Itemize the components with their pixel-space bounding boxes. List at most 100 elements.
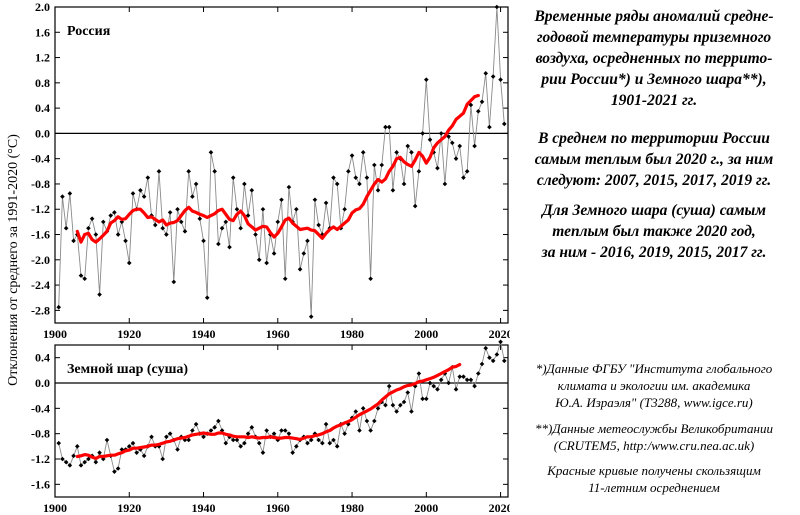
panel-title: Россия bbox=[67, 24, 111, 39]
smoothed-line bbox=[75, 363, 462, 460]
y-tick-label: 0.4 bbox=[35, 101, 50, 115]
annual-point-2006 bbox=[446, 380, 451, 386]
annual-point-1976 bbox=[334, 181, 340, 187]
annual-point-1995 bbox=[405, 143, 411, 149]
annual-point-1967 bbox=[301, 251, 307, 256]
x-tick-label: 1900 bbox=[43, 327, 67, 341]
annual-point-1962 bbox=[282, 276, 288, 282]
annual-point-1914 bbox=[104, 437, 110, 443]
annual-point-1955 bbox=[256, 257, 262, 263]
annual-point-2019 bbox=[494, 4, 500, 10]
annual-point-1971 bbox=[316, 437, 321, 443]
annual-point-1931 bbox=[167, 431, 173, 436]
annual-point-1911 bbox=[93, 232, 99, 237]
annual-point-1919 bbox=[123, 238, 128, 244]
annual-point-1973 bbox=[323, 421, 329, 427]
annual-point-1950 bbox=[238, 444, 243, 449]
annual-point-1904 bbox=[67, 191, 73, 196]
annual-point-1920 bbox=[126, 260, 132, 266]
x-tick-label: 2020 bbox=[489, 501, 510, 515]
annual-point-1995 bbox=[405, 390, 411, 395]
annual-point-2020 bbox=[498, 339, 503, 345]
annual-point-2018 bbox=[490, 74, 496, 79]
y-tick-label: 0.0 bbox=[35, 376, 50, 390]
annual-point-1953 bbox=[249, 187, 255, 193]
annual-point-1907 bbox=[78, 273, 84, 278]
annual-point-1975 bbox=[331, 437, 336, 443]
annual-point-1927 bbox=[152, 222, 158, 228]
annual-point-1928 bbox=[156, 444, 162, 449]
y-tick-label: -2.0 bbox=[31, 253, 50, 267]
footnote-cru: **)Данные метеослужбы Великобритании (CR… bbox=[535, 421, 773, 453]
annual-point-2015 bbox=[479, 99, 485, 105]
annual-point-1990 bbox=[386, 383, 392, 389]
annual-point-1956 bbox=[260, 206, 266, 212]
smoothed-line bbox=[75, 93, 480, 244]
annual-point-1904 bbox=[67, 463, 73, 468]
annual-point-1903 bbox=[63, 459, 69, 465]
annual-point-1959 bbox=[271, 251, 277, 256]
annual-point-1990 bbox=[386, 124, 392, 130]
annual-point-2018 bbox=[490, 358, 496, 364]
annual-point-1902 bbox=[60, 194, 65, 199]
annual-point-2002 bbox=[431, 383, 437, 389]
annual-point-1944 bbox=[216, 241, 221, 247]
annual-point-1930 bbox=[164, 232, 169, 237]
x-tick-label: 1960 bbox=[266, 327, 290, 341]
annual-point-1906 bbox=[74, 444, 80, 449]
x-tick-label: 1940 bbox=[192, 501, 216, 515]
x-tick-label: 1960 bbox=[266, 501, 290, 515]
y-tick-label: -1.6 bbox=[31, 228, 50, 242]
y-tick-label: 0.8 bbox=[35, 76, 50, 90]
annual-point-2016 bbox=[483, 345, 489, 351]
x-tick-label: 1980 bbox=[340, 327, 364, 341]
annual-point-1938 bbox=[193, 421, 199, 427]
annual-line bbox=[58, 6, 505, 317]
annual-point-1947 bbox=[227, 244, 232, 250]
y-tick-label: -0.8 bbox=[31, 427, 50, 441]
annual-point-1981 bbox=[353, 175, 359, 180]
annual-point-1908 bbox=[82, 459, 88, 465]
y-tick-label: -1.2 bbox=[31, 452, 50, 466]
annual-point-2019 bbox=[494, 352, 500, 357]
annual-point-1996 bbox=[409, 409, 414, 414]
annual-point-1912 bbox=[97, 450, 102, 455]
annual-point-1909 bbox=[86, 456, 91, 462]
annual-point-1994 bbox=[401, 399, 407, 405]
annual-point-1975 bbox=[331, 175, 336, 180]
annual-point-1979 bbox=[346, 169, 351, 174]
annual-point-1951 bbox=[242, 440, 247, 446]
annual-point-1911 bbox=[93, 459, 99, 465]
annual-point-2005 bbox=[442, 181, 448, 187]
annual-point-1905 bbox=[71, 453, 76, 459]
annual-point-1901 bbox=[56, 304, 62, 310]
annual-point-1954 bbox=[253, 232, 258, 237]
annual-point-1917 bbox=[115, 466, 121, 471]
annual-point-1989 bbox=[383, 402, 388, 408]
annual-point-1992 bbox=[394, 150, 399, 155]
annual-point-1972 bbox=[320, 232, 325, 237]
annual-point-1940 bbox=[201, 434, 206, 440]
annual-point-1935 bbox=[182, 229, 188, 234]
annual-point-2021 bbox=[501, 358, 507, 364]
annual-point-2009 bbox=[457, 143, 463, 149]
annual-point-1945 bbox=[219, 225, 225, 231]
annual-point-1965 bbox=[294, 444, 299, 449]
y-tick-label: 1.2 bbox=[35, 51, 50, 65]
annual-point-2007 bbox=[450, 140, 455, 146]
annual-point-1910 bbox=[89, 216, 95, 222]
annual-point-1993 bbox=[398, 402, 403, 408]
annual-point-1986 bbox=[372, 418, 377, 424]
russia-chart: 2.0 1.6 1.2 0.8 0.4 0.0 -0.4 -0.8 -1.2 -1.6 -2.0 -2… bbox=[31, 0, 510, 341]
annual-point-1931 bbox=[167, 210, 173, 215]
annual-point-1969 bbox=[308, 437, 314, 443]
annual-point-1939 bbox=[197, 216, 203, 222]
annual-point-1964 bbox=[290, 450, 295, 455]
annual-point-2017 bbox=[487, 124, 492, 130]
annual-point-1937 bbox=[190, 194, 195, 199]
annual-point-2020 bbox=[498, 77, 503, 82]
panel-title: Земной шар (суша) bbox=[67, 362, 188, 377]
annual-point-1950 bbox=[238, 225, 243, 231]
y-tick-label: 1.6 bbox=[35, 25, 50, 39]
chart-svg: 2.0 1.6 1.2 0.8 0.4 0.0 -0.4 -0.8 -1.2 -1.6 -2.0 -2… bbox=[6, 0, 510, 515]
